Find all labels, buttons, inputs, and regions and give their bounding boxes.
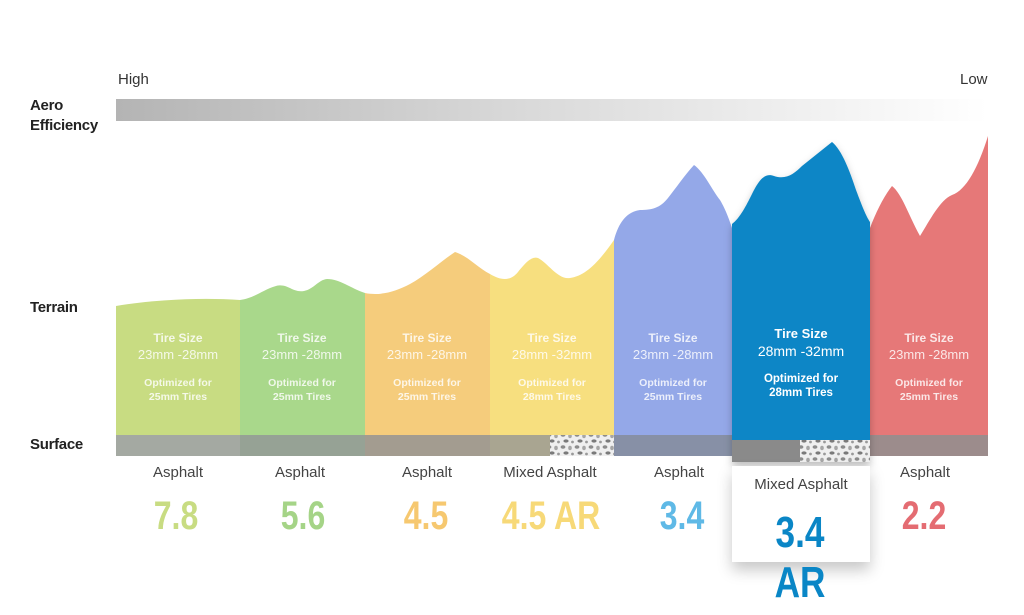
surface-type-2: Asphalt [274,464,326,481]
score-4: 4.5 AR [501,494,601,538]
score-6: 3.4 AR [774,508,826,607]
optimized-line2: 28mm Tires [769,387,833,399]
terrain-column-1 [116,298,240,456]
tire-size-label: Tire Size [153,331,203,345]
tire-size-label: Tire Size [527,331,577,345]
aero-high-label: High [118,71,149,88]
gravel-texture-4 [550,435,614,456]
terrain-column-7 [870,136,988,456]
optimized-line1: Optimized for [763,373,839,385]
tire-info-column-1: Tire Size 23mm -28mm Optimized for 25mm T… [116,330,240,404]
terrain-column-3 [365,252,490,456]
optimized-line1: Optimized for [518,377,586,389]
optimized-line1: Optimized for [639,377,707,389]
tire-info-column-7: Tire Size 23mm -28mm Optimized for 25mm T… [870,330,988,404]
tire-size-range: 23mm -28mm [888,347,970,362]
tire-info-column-3: Tire Size 23mm -28mm Optimized for 25mm T… [365,330,489,404]
tire-size-range: 28mm -32mm [511,347,593,362]
optimized-line2: 25mm Tires [148,391,208,403]
tire-info-column-6-featured: Tire Size 28mm -32mm Optimized for 28mm T… [732,326,870,400]
tire-size-label: Tire Size [277,331,327,345]
score-2: 5.6 [280,494,326,538]
optimized-note: Optimized for 28mm Tires [490,376,614,404]
optimized-note: Optimized for 25mm Tires [870,376,988,404]
optimized-line2: 25mm Tires [899,391,959,403]
optimized-line2: 25mm Tires [397,391,457,403]
tire-size-range: 23mm -28mm [632,347,714,362]
tire-size-label: Tire Size [774,326,828,341]
tire-size-range: 23mm -28mm [261,347,343,362]
optimized-line2: 25mm Tires [643,391,703,403]
terrain-column-6-featured [732,142,870,462]
surface-strip-2 [240,435,365,456]
optimized-line2: 25mm Tires [272,391,332,403]
surface-label: Surface [30,436,83,453]
optimized-note: Optimized for 25mm Tires [614,376,732,404]
surface-strip-7 [870,435,988,456]
aero-low-label: Low [960,71,988,88]
terrain-label: Terrain [30,299,78,316]
tire-size-label: Tire Size [402,331,452,345]
optimized-line1: Optimized for [268,377,336,389]
optimized-note: Optimized for 25mm Tires [365,376,489,404]
optimized-line2: 28mm Tires [522,391,582,403]
tire-size-range: 23mm -28mm [386,347,468,362]
featured-result-panel [732,466,870,562]
surface-type-3: Asphalt [401,464,453,481]
score-7: 2.2 [901,494,947,538]
tire-info-column-5: Tire Size 23mm -28mm Optimized for 25mm T… [614,330,732,404]
score-5: 3.4 [659,494,705,538]
optimized-line1: Optimized for [144,377,212,389]
surface-type-4: Mixed Asphalt [503,464,597,481]
aero-label-line1: Aero [30,97,63,114]
terrain-column-2 [240,279,365,456]
surface-type-5: Asphalt [653,464,705,481]
terrain-column-4 [490,240,614,456]
surface-strip-5 [614,435,732,456]
score-3: 4.5 [403,494,449,538]
surface-type-7: Asphalt [899,464,951,481]
tire-size-range: 23mm -28mm [137,347,219,362]
terrain-column-5 [614,165,732,456]
tire-size-label: Tire Size [648,331,698,345]
optimized-line1: Optimized for [895,377,963,389]
optimized-note: Optimized for 28mm Tires [732,372,870,400]
aero-label-line2: Efficiency [30,117,98,134]
tire-info-column-2: Tire Size 23mm -28mm Optimized for 25mm T… [240,330,364,404]
score-1: 7.8 [153,494,199,538]
tire-size-label: Tire Size [904,331,954,345]
surface-strip-1 [116,435,240,456]
optimized-note: Optimized for 25mm Tires [116,376,240,404]
surface-type-6: Mixed Asphalt [754,476,848,493]
tire-size-range: 28mm -32mm [757,343,845,359]
tire-info-column-4: Tire Size 28mm -32mm Optimized for 28mm T… [490,330,614,404]
aero-efficiency-label: Aero Efficiency [30,96,98,136]
optimized-note: Optimized for 25mm Tires [240,376,364,404]
aero-efficiency-gradient-bar [116,99,988,121]
surface-type-1: Asphalt [152,464,204,481]
gravel-texture-6 [800,440,870,462]
optimized-line1: Optimized for [393,377,461,389]
surface-strip-3 [365,435,490,456]
